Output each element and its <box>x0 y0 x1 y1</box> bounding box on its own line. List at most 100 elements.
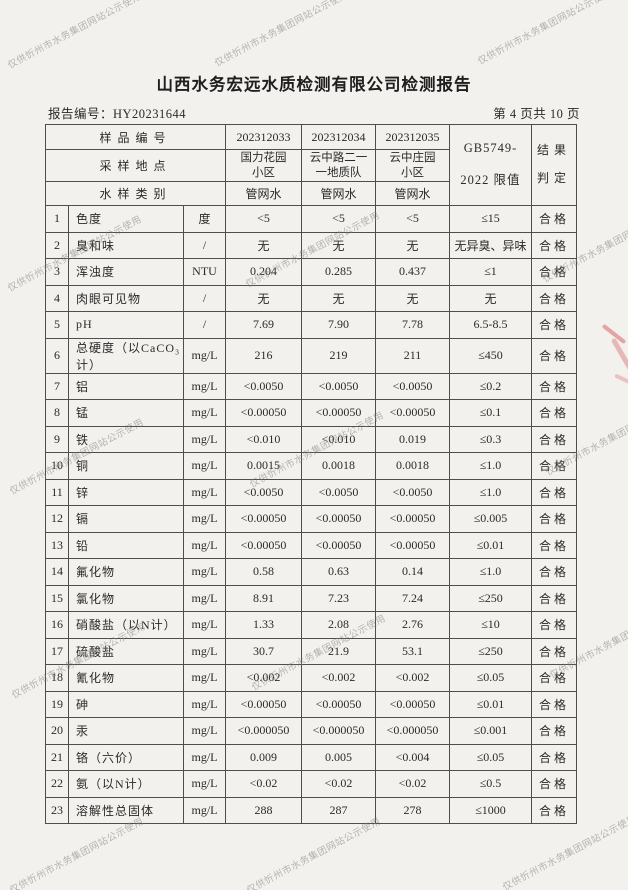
unit-cell: mg/L <box>183 558 226 586</box>
header-row-water-type: 水样类别 管网水 管网水 管网水 <box>45 181 577 206</box>
param-name-cell: 臭和味 <box>68 231 184 259</box>
sample3-value-cell: <0.002 <box>375 664 450 692</box>
unit-cell: mg/L <box>183 452 226 480</box>
row-number-cell: 7 <box>45 372 69 400</box>
water-type-1: 管网水 <box>225 181 302 206</box>
unit-cell: mg/L <box>183 690 226 718</box>
table-row: 15 氯化物 mg/L 8.91 7.23 7.24 ≤250 合格 <box>45 584 577 612</box>
result-value-cell: 合格 <box>531 796 577 824</box>
location-3: 云中庄园 小区 <box>375 149 450 182</box>
table-row: 7 铝 mg/L <0.0050 <0.0050 <0.0050 ≤0.2 合格 <box>45 372 577 400</box>
limit-value-cell: ≤1000 <box>449 796 532 824</box>
sample2-value-cell: 219 <box>301 337 376 374</box>
table-row: 1 色度度 <5 <5 <5 ≤15 合格 <box>45 205 577 233</box>
limit-value-cell: ≤250 <box>449 584 532 612</box>
row-number-cell: 5 <box>45 311 69 339</box>
sample2-value-cell: 0.005 <box>301 743 376 771</box>
table-row: 2 臭和味 / 无无无无异臭、异味 合格 <box>45 231 577 259</box>
sample3-value-cell: 7.24 <box>375 584 450 612</box>
sample1-value-cell: 0.58 <box>225 558 302 586</box>
table-row: 4 肉眼可见物 / 无无无无合格 <box>45 284 577 312</box>
param-name-cell: 锌 <box>68 478 184 506</box>
sample2-value-cell: <0.00050 <box>301 690 376 718</box>
watermark-text: 仅供忻州市水务集团网站公示使用 <box>6 0 144 72</box>
sample3-value-cell: <0.0050 <box>375 478 450 506</box>
result-value-cell: 合格 <box>531 284 577 312</box>
result-value-cell: 合格 <box>531 531 577 559</box>
watermark-text: 仅供忻州市水务集团网站公示使用 <box>245 816 383 890</box>
unit-cell: mg/L <box>183 743 226 771</box>
sample1-value-cell: 288 <box>225 796 302 824</box>
param-name-cell: 汞 <box>68 717 184 745</box>
param-name-cell: pH <box>68 311 184 339</box>
water-quality-table: 样品编号 202312033 202312034 202312035 GB574… <box>45 124 577 824</box>
sample1-value-cell: 0.204 <box>225 258 302 286</box>
row-number-cell: 23 <box>45 796 69 824</box>
limit-value-cell: ≤0.01 <box>449 690 532 718</box>
table-row: 13 铅 mg/L <0.00050 <0.00050 <0.00050 ≤0.01 合格 <box>45 531 577 559</box>
sample1-value-cell: <0.010 <box>225 425 302 453</box>
sample3-value-cell: <0.00050 <box>375 399 450 427</box>
param-name-cell: 硝酸盐（以N计） <box>68 611 184 639</box>
table-row: 23 溶解性总固体 mg/L 288 287 278 ≤1000 合格 <box>45 796 577 824</box>
result-value-cell: 合格 <box>531 690 577 718</box>
unit-cell: NTU <box>183 258 226 286</box>
stamp-stroke <box>614 373 628 387</box>
row-number-cell: 14 <box>45 558 69 586</box>
sample1-value-cell: 无 <box>225 284 302 312</box>
table-row: 16 硝酸盐（以N计） mg/L 1.33 2.08 2.76 ≤10 合格 <box>45 611 577 639</box>
row-number-cell: 13 <box>45 531 69 559</box>
unit-cell: mg/L <box>183 425 226 453</box>
sample3-value-cell: 无 <box>375 284 450 312</box>
param-name-cell: 硫酸盐 <box>68 637 184 665</box>
unit-cell: mg/L <box>183 717 226 745</box>
sample2-value-cell: <0.010 <box>301 425 376 453</box>
sample1-value-cell: <0.00050 <box>225 399 302 427</box>
result-value-cell: 合格 <box>531 770 577 798</box>
row-number-cell: 8 <box>45 399 69 427</box>
table-row: 22 氨（以N计） mg/L <0.02 <0.02 <0.02 ≤0.5 合格 <box>45 770 577 798</box>
sample1-value-cell: <0.00050 <box>225 690 302 718</box>
row-number-cell: 1 <box>45 205 69 233</box>
limit-value-cell: ≤1.0 <box>449 478 532 506</box>
param-name-cell: 氯化物 <box>68 584 184 612</box>
result-value-cell: 合格 <box>531 637 577 665</box>
limit-value-cell: 6.5-8.5 <box>449 311 532 339</box>
unit-cell: / <box>183 284 226 312</box>
sample2-value-cell: 2.08 <box>301 611 376 639</box>
table-row: 10 铜 mg/L 0.0015 0.0018 0.0018 ≤1.0 合格 <box>45 452 577 480</box>
stamp-stroke <box>610 337 628 372</box>
param-name-cell: 氨（以N计） <box>68 770 184 798</box>
result-value-cell: 合格 <box>531 337 577 374</box>
row-number-cell: 2 <box>45 231 69 259</box>
sample3-value-cell: 0.0018 <box>375 452 450 480</box>
limit-value-cell: ≤250 <box>449 637 532 665</box>
table-row: 17 硫酸盐 mg/L 30.7 21.9 53.1 ≤250 合格 <box>45 637 577 665</box>
sample2-value-cell: 0.285 <box>301 258 376 286</box>
result-value-cell: 合格 <box>531 372 577 400</box>
table-row: 18 氰化物 mg/L <0.002 <0.002 <0.002 ≤0.05 合格 <box>45 664 577 692</box>
sample2-value-cell: <0.0050 <box>301 372 376 400</box>
report-number: 报告编号：HY20231644 <box>48 107 187 121</box>
result-value-cell: 合格 <box>531 743 577 771</box>
sample1-value-cell: <0.02 <box>225 770 302 798</box>
param-name-cell: 铁 <box>68 425 184 453</box>
sample2-value-cell: <0.00050 <box>301 531 376 559</box>
sample2-value-cell: 21.9 <box>301 637 376 665</box>
result-value-cell: 合格 <box>531 231 577 259</box>
result-column-header: 结果 判定 <box>531 124 577 206</box>
sample2-value-cell: <0.00050 <box>301 399 376 427</box>
param-name-cell: 浑浊度 <box>68 258 184 286</box>
sample2-value-cell: <0.002 <box>301 664 376 692</box>
sample-no-2: 202312034 <box>301 124 376 150</box>
limit-value-cell: 无异臭、异味 <box>449 231 532 259</box>
sample2-value-cell: 7.23 <box>301 584 376 612</box>
sample2-value-cell: <0.00050 <box>301 505 376 533</box>
sample3-value-cell: 53.1 <box>375 637 450 665</box>
result-value-cell: 合格 <box>531 311 577 339</box>
row-number-cell: 22 <box>45 770 69 798</box>
table-row: 6 总硬度（以CaCO₃计） mg/L 216 219 211 ≤450 合格 <box>45 337 577 374</box>
unit-cell: mg/L <box>183 505 226 533</box>
sample1-value-cell: <0.002 <box>225 664 302 692</box>
unit-cell: mg/L <box>183 770 226 798</box>
